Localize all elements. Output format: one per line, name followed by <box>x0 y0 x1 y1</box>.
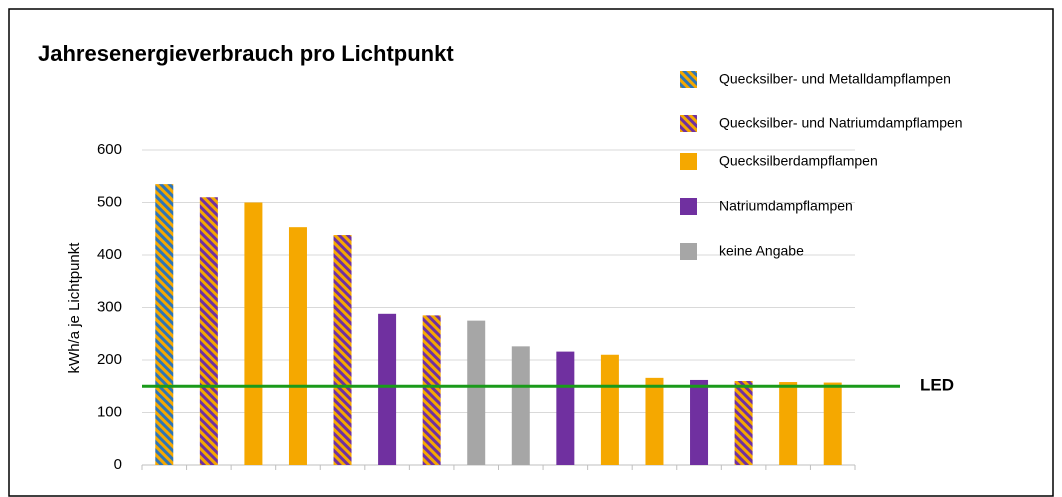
y-tick-label: 300 <box>97 298 122 315</box>
bar <box>199 197 218 465</box>
legend-label: Quecksilberdampflampen <box>719 153 878 169</box>
reference-label: LED <box>920 376 954 395</box>
bar <box>244 202 263 465</box>
bar <box>422 315 441 465</box>
y-axis-label: kWh/a je Lichtpunkt <box>66 242 83 374</box>
bar <box>333 235 352 465</box>
chart-title: Jahresenergieverbrauch pro Lichtpunkt <box>38 41 454 66</box>
legend-label: keine Angabe <box>719 243 804 259</box>
y-tick-label: 400 <box>97 246 122 263</box>
bar <box>288 227 307 465</box>
y-tick-label: 500 <box>97 193 122 210</box>
y-tick-label: 600 <box>97 141 122 158</box>
legend-swatch <box>680 115 697 132</box>
legend-swatch <box>680 153 697 170</box>
y-tick-label: 0 <box>114 456 122 473</box>
frame <box>8 8 1054 497</box>
legend-label: Quecksilber- und Metalldampflampen <box>719 71 951 87</box>
legend-label: Natriumdampflampen <box>719 198 853 214</box>
y-tick-label: 100 <box>97 403 122 420</box>
bar <box>511 346 530 465</box>
bar <box>600 354 619 465</box>
bar <box>467 320 486 465</box>
legend-label: Quecksilber- und Natriumdampflampen <box>719 115 963 131</box>
bar <box>155 184 174 465</box>
bar <box>645 377 664 465</box>
bar <box>556 351 575 465</box>
legend-swatch <box>680 243 697 260</box>
bar <box>690 379 709 465</box>
bar <box>378 313 397 465</box>
bar <box>734 381 753 465</box>
legend-swatch <box>680 198 697 215</box>
legend-swatch <box>680 71 697 88</box>
bar <box>779 382 798 465</box>
bar <box>823 382 842 465</box>
y-tick-label: 200 <box>97 351 122 368</box>
